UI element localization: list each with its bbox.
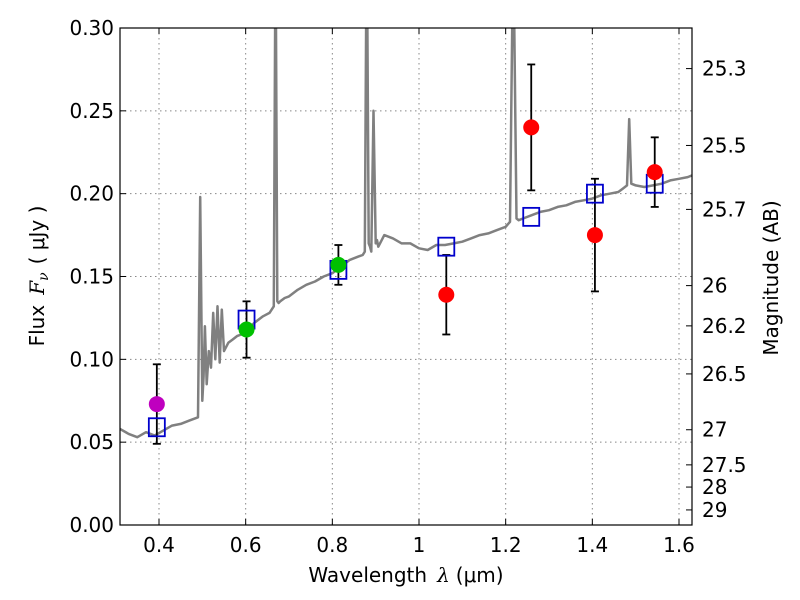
spectrum-layer <box>120 28 692 439</box>
observed-photometry-markers <box>148 119 663 413</box>
x-tick-label: 1.2 <box>490 533 522 557</box>
y-tick-label: 0.05 <box>69 430 114 454</box>
x-tick-label: 0.8 <box>316 533 348 557</box>
axis-ticks: 0.4 0.6 0.8 1 1.2 1.4 1.6 0.00 0.05 0.10 0.15 0.20 0… <box>69 16 746 557</box>
x-tick-label: 1.6 <box>663 533 695 557</box>
magnitude-tick-label: 26 <box>702 274 727 298</box>
model-spectrum-line <box>120 28 692 439</box>
magnitude-tick-label: 25.5 <box>702 133 747 157</box>
model-photometry-square <box>522 206 541 227</box>
magnitude-tick-label: 27.5 <box>702 453 747 477</box>
x-axis-title: Wavelength λ (μm) <box>308 563 503 587</box>
y-tick-label: 0.10 <box>69 347 114 371</box>
magnitude-tick-label: 27 <box>702 418 727 442</box>
y-tick-label: 0.25 <box>69 99 114 123</box>
y-tick-label: 0.20 <box>69 182 114 206</box>
y-tick-label: 0.15 <box>69 265 114 289</box>
model-photometry-markers <box>147 173 664 438</box>
observed-photometry-point <box>438 286 455 303</box>
x-tick-label: 1.4 <box>576 533 608 557</box>
magnitude-tick-label: 25.3 <box>702 57 747 81</box>
observed-photometry-point <box>646 164 663 181</box>
observed-photometry-point <box>523 119 540 136</box>
model-photometry-square <box>586 183 604 204</box>
x-tick-label: 0.4 <box>143 533 175 557</box>
observed-photometry-point <box>238 321 255 338</box>
magnitude-tick-label: 25.7 <box>702 197 747 221</box>
observed-photometry-point <box>330 256 347 273</box>
x-tick-label: 0.6 <box>230 533 262 557</box>
model-photometry-square <box>437 236 456 257</box>
magnitude-tick-label: 26.5 <box>702 362 747 386</box>
y-tick-label: 0.00 <box>69 513 114 537</box>
magnitude-tick-label: 28 <box>702 475 727 499</box>
right-axis-title: Magnitude (AB) <box>759 200 783 355</box>
magnitude-tick-label: 26.2 <box>702 314 747 338</box>
y-tick-label: 0.30 <box>69 16 114 40</box>
model-photometry-square <box>147 417 166 438</box>
observed-photometry-point <box>148 396 165 413</box>
magnitude-tick-label: 29 <box>702 498 727 522</box>
x-tick-label: 1 <box>413 533 426 557</box>
observed-photometry-point <box>586 227 603 244</box>
y-axis-title: FluxFν( μJy ) <box>25 206 52 347</box>
